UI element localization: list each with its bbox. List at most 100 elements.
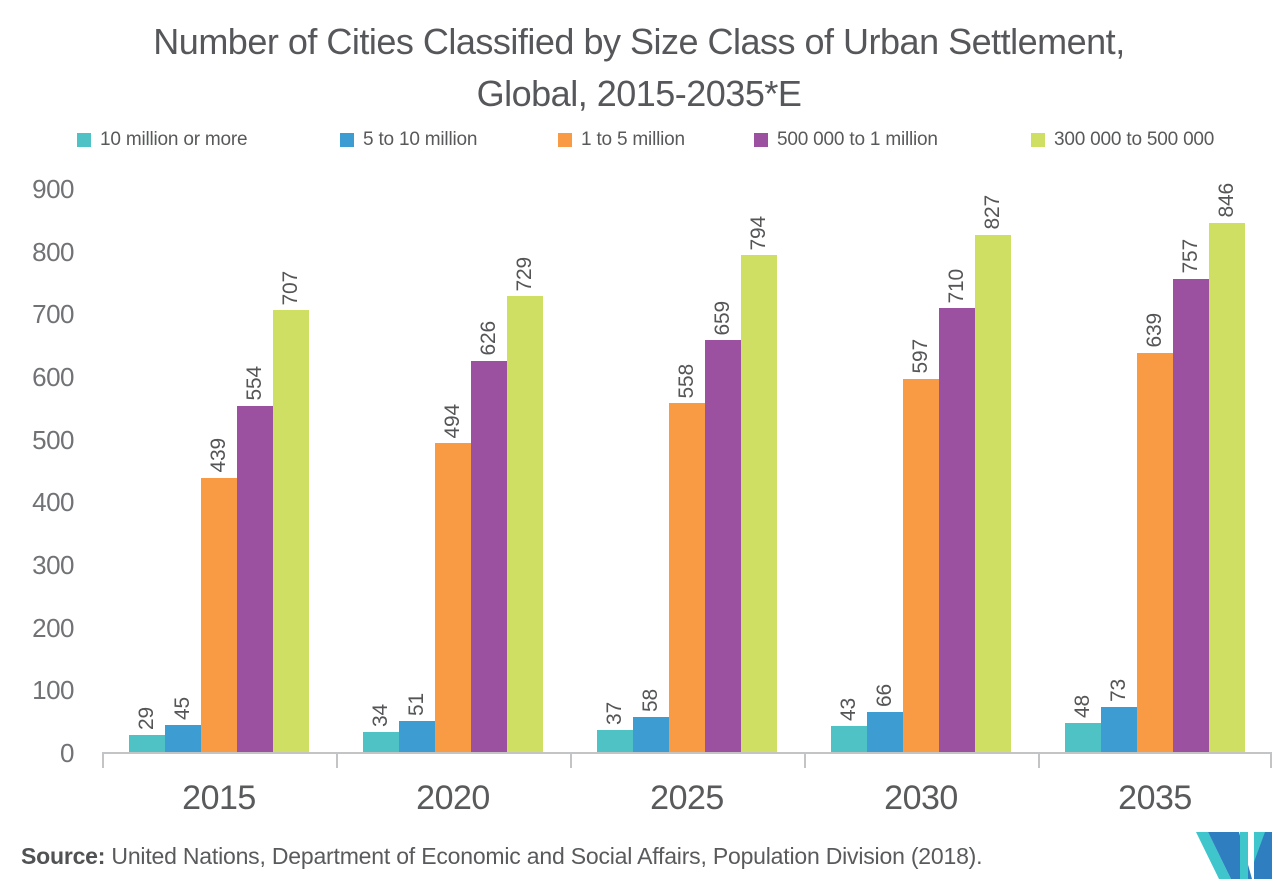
- bar-value-label: 626: [477, 321, 500, 356]
- source-note: Source: United Nations, Department of Ec…: [21, 843, 1181, 870]
- bar-value-label: 29: [135, 706, 158, 730]
- x-axis-tick: [102, 753, 104, 768]
- bar-value-label: 827: [981, 195, 1004, 230]
- bar: 827: [975, 195, 1011, 753]
- bar-value-label: 729: [513, 256, 536, 292]
- legend-label: 5 to 10 million: [363, 129, 478, 150]
- bar-group-2030: 43 66 597 710 827: [804, 189, 1038, 753]
- bar-value-label: 659: [711, 300, 734, 336]
- bar: 794: [741, 216, 777, 753]
- bar: 707: [273, 271, 309, 753]
- legend-swatch-icon: [1031, 133, 1045, 147]
- bar-value-label: 794: [747, 215, 770, 251]
- bar: 37: [597, 702, 633, 753]
- source-label: Source:: [21, 843, 106, 869]
- y-axis-tick-label: 900: [32, 174, 74, 204]
- legend-label: 10 million or more: [100, 129, 248, 150]
- bar-value-label: 43: [837, 698, 860, 722]
- bar: 558: [669, 364, 705, 753]
- bar-value-label: 37: [603, 701, 626, 725]
- x-axis-tick: [336, 753, 338, 768]
- legend-item: 1 to 5 million: [558, 129, 685, 151]
- bar-value-label: 757: [1179, 239, 1202, 274]
- bar: 45: [165, 697, 201, 753]
- legend-label: 500 000 to 1 million: [777, 129, 938, 150]
- bar: 43: [831, 698, 867, 753]
- y-axis-tick-label: 400: [32, 487, 74, 518]
- bar-group-2035: 48 73 639 757 846: [1038, 183, 1272, 753]
- bar: 48: [1065, 695, 1101, 753]
- x-axis-category-label: 2020: [416, 779, 490, 817]
- y-axis-tick-label: 700: [32, 299, 74, 330]
- bar-value-label: 439: [207, 438, 230, 473]
- legend-item: 300 000 to 500 000: [1031, 129, 1214, 151]
- bar-value-label: 58: [639, 688, 662, 712]
- y-axis-tick-label: 500: [32, 424, 74, 455]
- y-axis-tick-label: 300: [32, 550, 74, 580]
- bar-value-label: 45: [171, 696, 194, 720]
- legend-swatch-icon: [77, 133, 91, 147]
- x-axis-category-label: 2015: [182, 779, 256, 817]
- x-axis-category-label: 2030: [884, 779, 958, 817]
- legend-swatch-icon: [754, 133, 768, 147]
- legend-item: 5 to 10 million: [340, 129, 477, 151]
- bar: 597: [903, 339, 939, 753]
- bar: 29: [129, 707, 165, 753]
- bar: 710: [939, 269, 975, 753]
- x-axis-line: [102, 752, 1272, 754]
- source-text: United Nations, Department of Economic a…: [105, 843, 983, 869]
- bar: 846: [1209, 183, 1245, 753]
- bar-value-label: 558: [675, 363, 698, 399]
- bar: 554: [237, 366, 273, 753]
- bar: 73: [1101, 679, 1137, 753]
- chart-title-line2: Global, 2015-2035*E: [476, 73, 802, 114]
- x-axis-tick: [1038, 753, 1040, 768]
- bar: 729: [507, 257, 543, 753]
- bar: 439: [201, 438, 237, 753]
- bar-value-label: 639: [1143, 313, 1166, 348]
- bar-group-2015: 29 45 439 554 707: [102, 189, 336, 753]
- bar: 34: [363, 704, 399, 753]
- bar: 757: [1173, 239, 1209, 753]
- bar-value-label: 710: [945, 268, 968, 304]
- x-axis-category-label: 2035: [1118, 779, 1192, 817]
- bar: 51: [399, 693, 435, 753]
- bar: 626: [471, 321, 507, 753]
- bar: 639: [1137, 313, 1173, 753]
- y-axis-tick-label: 200: [32, 612, 74, 643]
- bar: 494: [435, 404, 471, 753]
- bar-value-label: 48: [1071, 694, 1094, 718]
- legend-swatch-icon: [340, 133, 354, 147]
- plot-area: 29 45 439 554 707 34 51 494 626 729 37 58 558 659 794 4…: [102, 183, 1272, 753]
- bar-value-label: 66: [873, 683, 896, 707]
- bar-value-label: 707: [279, 270, 302, 305]
- x-axis-tick: [804, 753, 806, 768]
- bar: 66: [867, 684, 903, 753]
- mordor-intelligence-logo: [1196, 832, 1272, 879]
- chart-title: Number of Cities Classified by Size Clas…: [0, 16, 1278, 120]
- y-axis-tick-label: 100: [32, 675, 74, 706]
- bar-value-label: 51: [405, 693, 428, 717]
- y-axis-tick-label: 800: [32, 236, 74, 267]
- bar-value-label: 73: [1107, 679, 1130, 703]
- bar-value-label: 597: [909, 339, 932, 374]
- legend: 10 million or more 5 to 10 million 1 to 5 …: [0, 129, 1278, 151]
- legend-item: 10 million or more: [77, 129, 248, 151]
- bar-group-2020: 34 51 494 626 729: [336, 189, 570, 753]
- bar-value-label: 34: [369, 703, 392, 727]
- bar: 659: [705, 301, 741, 753]
- y-axis-tick-label: 600: [32, 362, 74, 392]
- legend-label: 300 000 to 500 000: [1054, 129, 1215, 150]
- legend-item: 500 000 to 1 million: [754, 129, 938, 151]
- bar-group-2025: 37 58 558 659 794: [570, 189, 804, 753]
- bar-value-label: 554: [243, 366, 266, 401]
- x-axis-category-label: 2025: [650, 779, 724, 817]
- x-axis-tick: [1270, 753, 1272, 768]
- bar-value-label: 846: [1215, 183, 1238, 218]
- y-axis-tick-label: 0: [60, 738, 74, 768]
- legend-swatch-icon: [558, 133, 572, 147]
- bar-value-label: 494: [441, 403, 464, 439]
- chart-title-line1: Number of Cities Classified by Size Clas…: [153, 21, 1125, 62]
- legend-label: 1 to 5 million: [581, 129, 685, 150]
- bar: 58: [633, 689, 669, 753]
